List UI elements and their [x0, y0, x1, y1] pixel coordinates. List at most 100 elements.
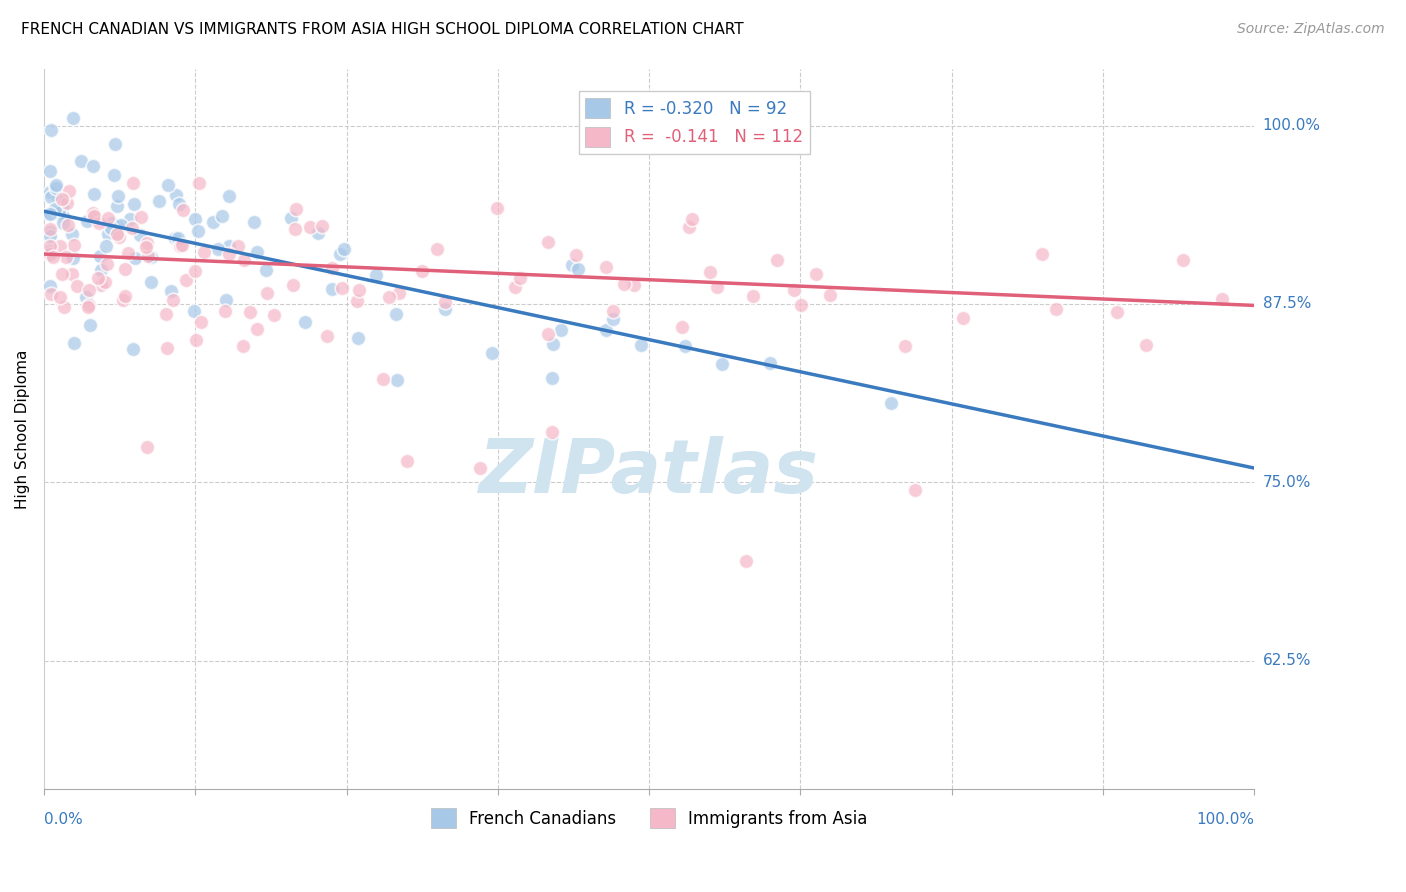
Point: [51, 267, 73, 281]
Point: [280, 211, 302, 225]
Point: [162, 293, 184, 307]
Point: [630, 338, 652, 352]
Point: [51, 200, 73, 214]
Point: [311, 219, 333, 233]
Point: [39, 206, 62, 220]
Point: [76, 214, 98, 228]
Point: [103, 168, 125, 182]
Point: [90, 263, 112, 277]
Point: [39, 163, 62, 178]
Point: [321, 282, 343, 296]
Point: [347, 283, 370, 297]
Point: [55, 250, 77, 264]
Point: [79, 318, 101, 333]
Point: [226, 239, 249, 253]
Point: [114, 261, 136, 276]
Point: [121, 221, 143, 235]
Point: [218, 188, 240, 202]
Point: [329, 246, 352, 260]
Point: [239, 304, 262, 318]
Point: [39, 123, 62, 137]
Point: [165, 188, 187, 202]
Point: [117, 245, 139, 260]
Point: [537, 327, 560, 342]
Point: [294, 315, 316, 329]
Point: [48, 206, 70, 220]
Point: [346, 293, 368, 308]
Point: [83, 209, 105, 223]
Point: [595, 322, 617, 336]
Point: [184, 334, 207, 348]
Point: [89, 249, 111, 263]
Point: [141, 250, 163, 264]
Point: [83, 186, 105, 201]
Point: [174, 273, 197, 287]
Point: [1135, 338, 1157, 352]
Point: [952, 310, 974, 325]
Point: [678, 220, 700, 235]
Point: [96, 239, 118, 253]
Point: [613, 277, 636, 291]
Point: [60, 227, 83, 241]
Point: [218, 246, 240, 260]
Point: [45, 178, 67, 192]
Point: [104, 136, 127, 151]
Point: [541, 337, 564, 351]
Point: [1031, 247, 1053, 261]
Point: [681, 211, 703, 226]
Point: [183, 212, 205, 227]
Point: [156, 341, 179, 355]
Point: [880, 395, 903, 409]
Point: [96, 257, 118, 271]
Point: [207, 242, 229, 256]
Point: [62, 112, 84, 126]
Point: [63, 336, 86, 351]
Point: [155, 307, 177, 321]
Point: [567, 262, 589, 277]
Point: [818, 288, 841, 302]
Point: [167, 231, 190, 245]
Point: [51, 192, 73, 206]
Point: [215, 293, 238, 307]
Point: [52, 209, 75, 223]
Point: [62, 237, 84, 252]
Point: [122, 342, 145, 356]
Point: [46, 203, 69, 218]
Point: [509, 271, 531, 285]
Point: [128, 228, 150, 243]
Point: [347, 331, 370, 345]
Point: [105, 218, 128, 232]
Point: [710, 357, 733, 371]
Point: [105, 227, 128, 241]
Point: [1173, 253, 1195, 268]
Point: [39, 248, 62, 262]
Text: 62.5%: 62.5%: [1263, 653, 1312, 668]
Point: [75, 290, 97, 304]
Point: [561, 258, 583, 272]
Point: [333, 242, 356, 256]
Point: [124, 197, 146, 211]
Text: Source: ZipAtlas.com: Source: ZipAtlas.com: [1237, 22, 1385, 37]
Point: [124, 251, 146, 265]
Point: [330, 281, 353, 295]
Point: [77, 298, 100, 312]
Point: [245, 244, 267, 259]
Point: [105, 199, 128, 213]
Point: [433, 294, 456, 309]
Point: [211, 209, 233, 223]
Point: [541, 371, 564, 385]
Point: [893, 339, 915, 353]
Point: [48, 290, 70, 304]
Point: [170, 238, 193, 252]
Point: [434, 302, 457, 317]
Point: [364, 268, 387, 282]
Legend: French Canadians, Immigrants from Asia: French Canadians, Immigrants from Asia: [425, 801, 875, 835]
Point: [232, 339, 254, 353]
Point: [39, 190, 62, 204]
Point: [699, 265, 721, 279]
Point: [246, 322, 269, 336]
Point: [79, 284, 101, 298]
Point: [550, 323, 572, 337]
Point: [201, 215, 224, 229]
Point: [156, 178, 179, 192]
